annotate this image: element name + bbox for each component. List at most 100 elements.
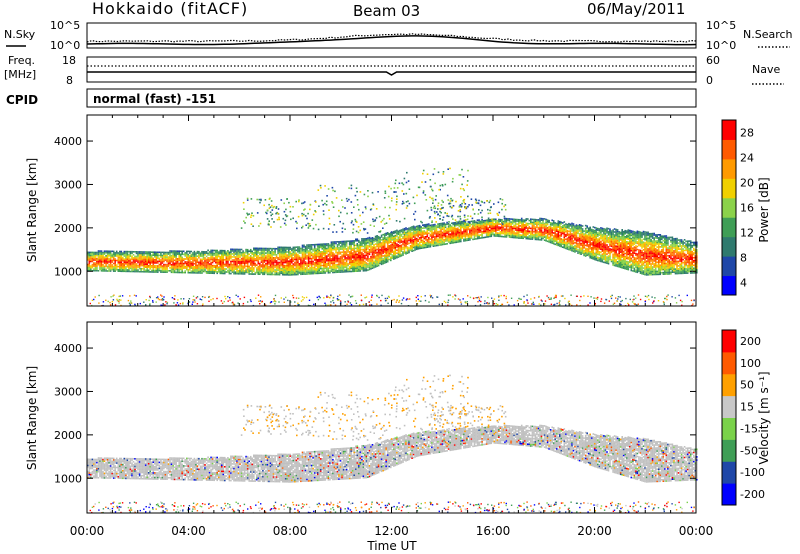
power-mark bbox=[134, 264, 136, 267]
power-mark bbox=[245, 254, 247, 257]
power-mark bbox=[487, 236, 489, 238]
power-mark bbox=[467, 227, 470, 229]
power-mark bbox=[248, 271, 250, 274]
power-mark bbox=[551, 222, 553, 225]
power-mark bbox=[589, 238, 591, 241]
power-mark bbox=[597, 247, 599, 250]
power-mark bbox=[339, 245, 342, 247]
power-mark bbox=[393, 247, 395, 250]
power-mark bbox=[120, 265, 123, 268]
power-mark bbox=[371, 240, 374, 242]
power-mark bbox=[380, 260, 383, 262]
power-mark bbox=[428, 223, 430, 225]
power-mark bbox=[301, 244, 304, 247]
power-mark bbox=[292, 248, 295, 250]
power-mark bbox=[520, 223, 523, 226]
power-mark bbox=[554, 237, 556, 239]
power-mark bbox=[359, 241, 362, 243]
power-mark bbox=[396, 249, 398, 251]
power-mark bbox=[141, 263, 144, 265]
power-mark bbox=[205, 266, 208, 268]
power-mark bbox=[460, 228, 462, 231]
power-mark bbox=[549, 222, 552, 224]
power-mark bbox=[105, 250, 107, 252]
power-mark bbox=[358, 252, 360, 254]
power-mark bbox=[280, 267, 282, 270]
power-mark bbox=[397, 250, 400, 252]
power-mark bbox=[519, 220, 521, 223]
power-mark bbox=[338, 263, 340, 266]
power-mark bbox=[219, 262, 222, 264]
power-mark bbox=[211, 251, 214, 253]
power-mark bbox=[181, 259, 183, 262]
power-mark bbox=[292, 273, 295, 276]
power-mark bbox=[434, 245, 436, 247]
power-mark bbox=[91, 266, 94, 269]
power-mark bbox=[533, 218, 535, 221]
power-mark bbox=[403, 238, 406, 241]
power-mark bbox=[181, 252, 183, 254]
power-mark bbox=[268, 266, 270, 268]
power-mark bbox=[382, 238, 384, 241]
power-mark bbox=[94, 269, 97, 272]
power-mark bbox=[504, 228, 506, 230]
power-mark bbox=[324, 247, 327, 250]
power-mark bbox=[297, 264, 299, 267]
power-mark bbox=[307, 262, 310, 264]
power-mark bbox=[371, 237, 374, 239]
power-mark bbox=[239, 271, 241, 274]
power-mark bbox=[390, 253, 392, 256]
power-mark bbox=[420, 245, 422, 248]
power-mark bbox=[473, 238, 476, 240]
power-mark bbox=[505, 222, 508, 224]
power-mark bbox=[103, 250, 106, 252]
power-mark bbox=[606, 257, 608, 260]
power-mark bbox=[345, 245, 348, 247]
power-mark bbox=[604, 249, 607, 252]
power-mark bbox=[371, 264, 374, 266]
power-mark bbox=[446, 227, 448, 230]
power-mark bbox=[394, 257, 397, 260]
power-mark bbox=[181, 267, 183, 269]
power-mark bbox=[519, 229, 521, 232]
power-mark bbox=[161, 256, 164, 258]
power-mark bbox=[519, 234, 521, 236]
power-mark bbox=[432, 243, 435, 246]
power-mark bbox=[356, 244, 359, 247]
power-mark bbox=[569, 231, 572, 233]
power-mark bbox=[207, 258, 209, 261]
power-mark bbox=[359, 268, 362, 271]
power-mark bbox=[536, 219, 538, 221]
power-mark bbox=[149, 265, 151, 267]
power-mark bbox=[501, 229, 503, 232]
power-mark bbox=[443, 229, 445, 232]
power-mark bbox=[327, 247, 330, 250]
power-mark bbox=[520, 220, 523, 223]
power-mark bbox=[304, 252, 307, 254]
power-mark bbox=[417, 235, 419, 238]
power-mark bbox=[543, 225, 546, 228]
power-mark bbox=[496, 224, 499, 227]
power-mark bbox=[574, 237, 576, 239]
power-mark bbox=[345, 269, 348, 271]
power-mark bbox=[172, 265, 174, 268]
power-mark bbox=[520, 225, 523, 227]
power-mark bbox=[539, 223, 541, 226]
power-mark bbox=[327, 243, 330, 245]
power-mark bbox=[415, 227, 418, 229]
power-mark bbox=[595, 237, 598, 240]
power-mark bbox=[222, 268, 225, 270]
power-mark bbox=[307, 253, 310, 255]
power-mark bbox=[391, 251, 394, 253]
power-mark bbox=[144, 258, 147, 261]
power-mark bbox=[402, 240, 404, 243]
power-mark bbox=[100, 256, 103, 258]
power-mark bbox=[400, 253, 403, 256]
power-mark bbox=[514, 236, 517, 239]
power-mark bbox=[490, 235, 493, 238]
power-mark bbox=[574, 251, 576, 253]
power-mark bbox=[559, 228, 561, 231]
power-mark bbox=[99, 263, 101, 266]
power-mark bbox=[365, 244, 368, 246]
power-mark bbox=[304, 247, 307, 249]
